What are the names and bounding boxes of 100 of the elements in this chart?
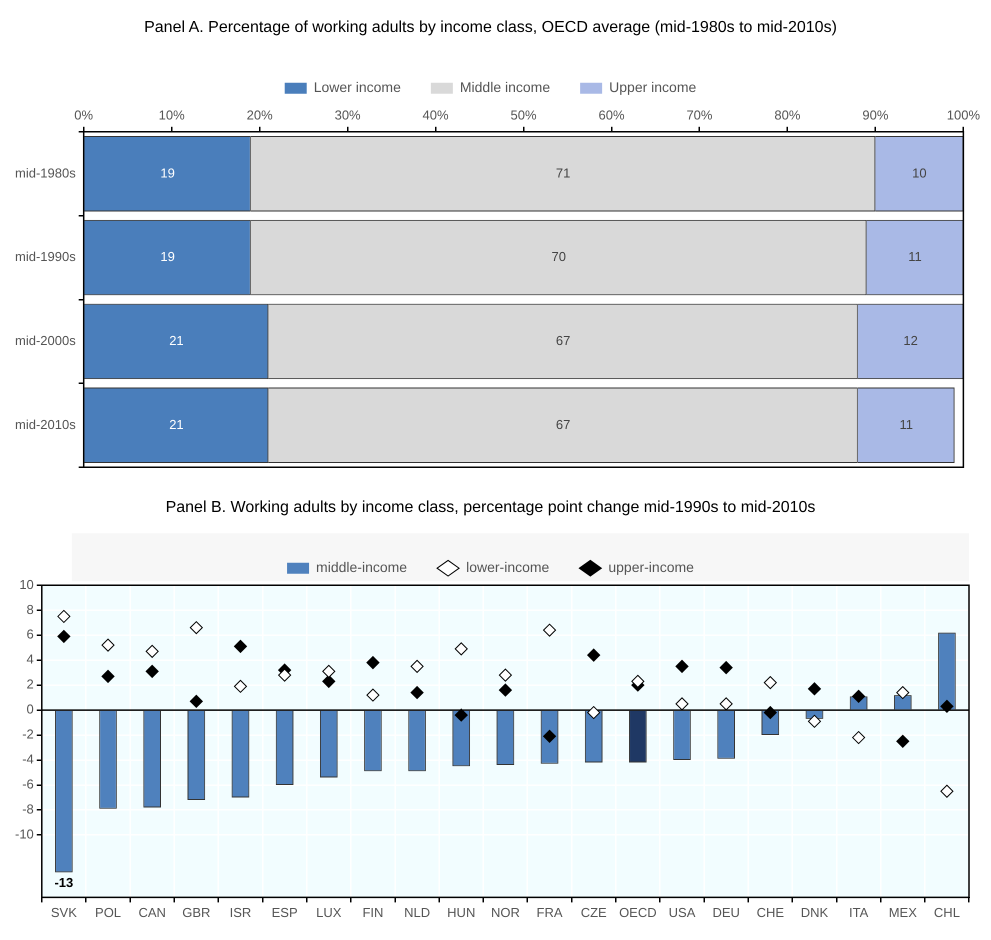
point bbox=[676, 697, 689, 710]
x-tick-label: 0% bbox=[74, 108, 94, 123]
y-tick-label: -8 bbox=[22, 802, 34, 817]
y-tick-label: mid-1990s bbox=[14, 249, 76, 264]
data-label: 12 bbox=[903, 333, 918, 348]
point bbox=[410, 686, 424, 700]
point bbox=[764, 706, 777, 720]
x-tick-label: GBR bbox=[182, 904, 210, 920]
x-tick-label: DNK bbox=[800, 904, 829, 920]
legend-label: lower-income bbox=[466, 559, 550, 576]
y-tick-label: 0 bbox=[26, 702, 34, 717]
x-tick-label: 30% bbox=[334, 108, 362, 123]
y-tick-label: -4 bbox=[22, 752, 34, 767]
x-tick-label: DEU bbox=[712, 904, 740, 920]
x-tick-label: CAN bbox=[138, 904, 166, 920]
point bbox=[720, 661, 733, 674]
legend-label: middle-income bbox=[316, 559, 408, 576]
x-tick-label: SVK bbox=[50, 904, 78, 920]
data-label: 19 bbox=[160, 249, 175, 264]
data-label: 70 bbox=[551, 249, 566, 264]
point bbox=[720, 697, 733, 710]
data-label: 11 bbox=[899, 416, 913, 432]
point bbox=[543, 624, 556, 637]
data-label: -13 bbox=[54, 875, 74, 890]
data-label: 11 bbox=[908, 249, 922, 264]
y-tick-label: mid-2000s bbox=[14, 333, 76, 348]
y-tick-label: -2 bbox=[22, 726, 34, 742]
point bbox=[366, 688, 380, 702]
x-tick-label: HUN bbox=[447, 904, 476, 920]
point bbox=[676, 660, 689, 673]
chart-title: Panel B. Working adults by income class, percentage point change mid-1990s to mid-2010s bbox=[166, 499, 816, 516]
x-tick-label: OECD bbox=[619, 904, 657, 920]
data-label: 67 bbox=[556, 416, 570, 432]
x-tick-label: NOR bbox=[490, 904, 520, 920]
x-tick-label: 80% bbox=[774, 108, 801, 123]
point bbox=[852, 731, 866, 744]
data-label: 21 bbox=[169, 333, 184, 348]
y-tick-label: 2 bbox=[26, 676, 34, 692]
x-tick-label: CZE bbox=[580, 904, 608, 920]
point bbox=[808, 714, 821, 728]
x-tick-label: 40% bbox=[422, 108, 450, 123]
x-tick-label: LUX bbox=[316, 904, 342, 920]
point bbox=[322, 664, 336, 678]
point bbox=[322, 674, 336, 688]
y-tick-label: 10 bbox=[19, 576, 34, 592]
point bbox=[146, 664, 159, 678]
y-tick-label: -10 bbox=[14, 826, 34, 842]
x-tick-label: 20% bbox=[246, 108, 274, 123]
point bbox=[587, 706, 600, 720]
point bbox=[57, 610, 70, 623]
point bbox=[190, 621, 203, 634]
y-tick-label: mid-2010s bbox=[14, 416, 76, 432]
point bbox=[278, 668, 292, 682]
point bbox=[852, 690, 866, 703]
data-label: 21 bbox=[169, 416, 184, 432]
point bbox=[454, 708, 468, 722]
point bbox=[234, 640, 247, 653]
y-tick-label: -6 bbox=[22, 776, 34, 792]
x-tick-label: FIN bbox=[362, 904, 384, 920]
point bbox=[587, 648, 600, 662]
x-tick-label: 70% bbox=[686, 108, 713, 123]
y-tick-label: 4 bbox=[26, 652, 34, 667]
legend-label: Upper income bbox=[609, 79, 696, 96]
x-tick-label: ISR bbox=[230, 904, 252, 920]
x-tick-label: CHE bbox=[756, 904, 784, 920]
data-label: 10 bbox=[912, 165, 927, 180]
point bbox=[190, 694, 203, 708]
x-tick-label: USA bbox=[668, 904, 696, 920]
point bbox=[498, 684, 512, 697]
x-tick-label: FRA bbox=[536, 904, 563, 920]
legend-label: upper-income bbox=[608, 559, 694, 576]
data-label: 19 bbox=[160, 165, 175, 180]
point bbox=[102, 638, 115, 652]
point bbox=[808, 682, 821, 696]
x-tick-label: MEX bbox=[888, 904, 918, 920]
y-tick-label: mid-1980s bbox=[14, 165, 76, 180]
point bbox=[102, 670, 115, 683]
point bbox=[57, 630, 70, 643]
point bbox=[631, 674, 644, 688]
point bbox=[410, 660, 424, 673]
point bbox=[454, 642, 468, 656]
point bbox=[940, 700, 954, 713]
point bbox=[234, 680, 247, 693]
y-tick-label: 6 bbox=[26, 626, 34, 642]
chart-title: Panel A. Percentage of working adults by income class, OECD average (mid-1980s to mid-2010s) bbox=[144, 19, 837, 36]
x-tick-label: 60% bbox=[598, 108, 625, 123]
x-tick-label: CHL bbox=[934, 904, 960, 920]
x-tick-label: POL bbox=[95, 904, 122, 920]
legend-label: Lower income bbox=[314, 79, 402, 96]
x-tick-label: ESP bbox=[272, 904, 298, 920]
x-tick-label: ITA bbox=[848, 904, 869, 920]
point bbox=[366, 656, 380, 670]
legend-label: Middle income bbox=[460, 79, 550, 96]
point bbox=[146, 644, 159, 658]
point bbox=[498, 668, 512, 682]
point bbox=[764, 676, 777, 690]
y-tick-label: 8 bbox=[26, 602, 34, 617]
x-tick-label: 50% bbox=[510, 108, 537, 123]
data-label: 67 bbox=[556, 333, 570, 348]
x-tick-label: NLD bbox=[404, 904, 430, 920]
